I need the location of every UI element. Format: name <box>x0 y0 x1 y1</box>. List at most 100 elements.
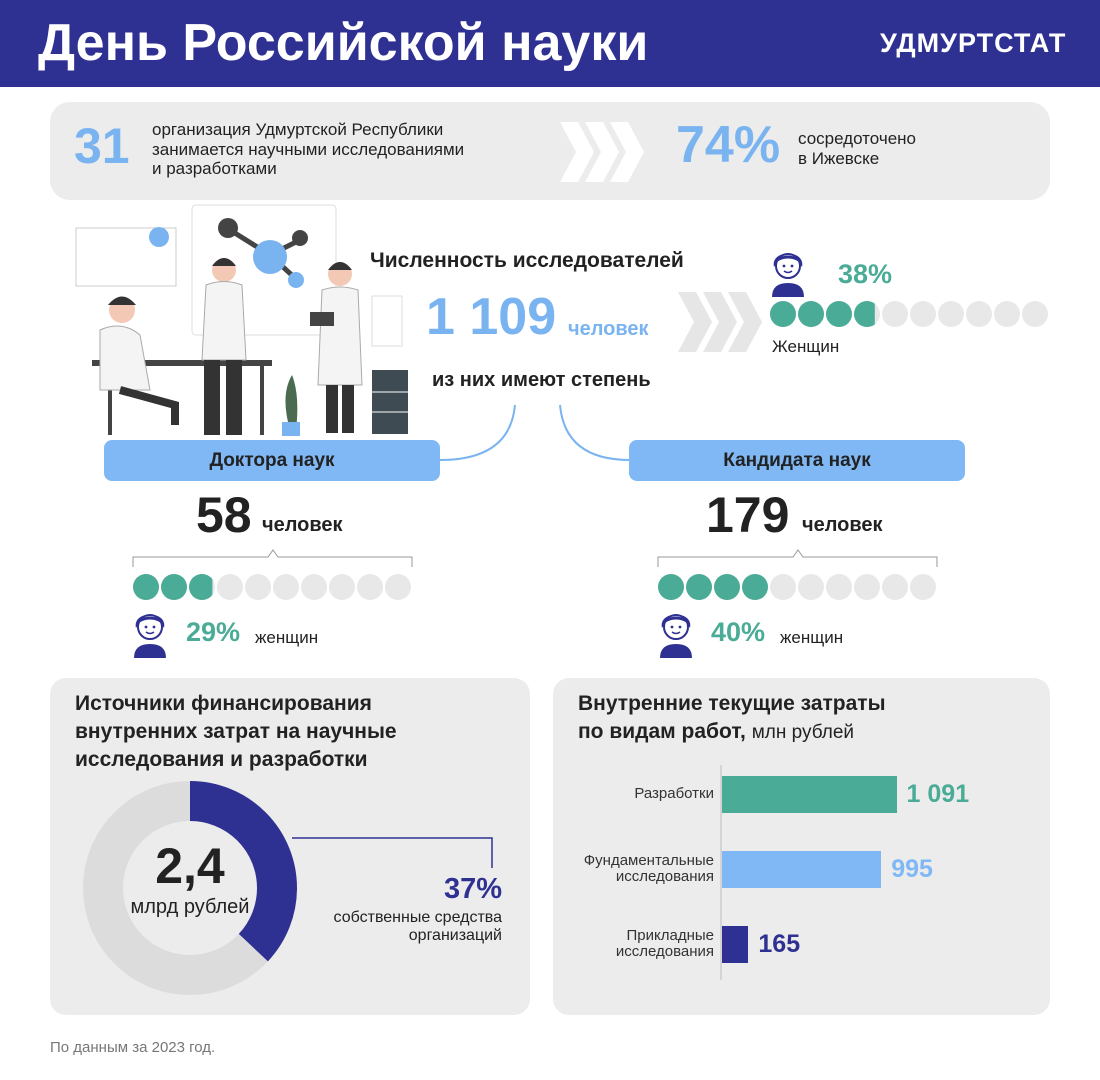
title: День Российской науки <box>38 14 649 72</box>
category-label: Фундаментальные исследования <box>583 851 714 885</box>
chevrons <box>678 292 762 352</box>
donut-segment <box>83 781 297 995</box>
org-text: организация Удмуртской Республики занимае… <box>152 120 464 179</box>
funding-share: 37% <box>443 873 502 905</box>
researchers-unit: человек <box>568 318 649 340</box>
connector <box>439 404 516 461</box>
dot <box>1022 301 1048 327</box>
illustration <box>75 204 408 436</box>
degree-title: Кандидата наук <box>723 450 871 471</box>
pill <box>104 440 440 481</box>
women-label: женщин <box>255 628 319 647</box>
value-label: 1 091 <box>906 780 970 808</box>
dot <box>826 574 852 600</box>
bracket <box>132 549 413 567</box>
dot-fill <box>133 574 159 600</box>
dot <box>245 574 271 600</box>
dot <box>882 301 908 327</box>
line: в Ижевске <box>798 148 880 168</box>
line: собственные средства <box>333 909 502 926</box>
women-dots <box>770 301 1048 327</box>
dot <box>994 301 1020 327</box>
funding-total: 2,4 <box>155 838 225 894</box>
dot <box>798 574 824 600</box>
funding-unit: млрд рублей <box>130 896 250 918</box>
pill <box>629 440 965 481</box>
women-label: женщин <box>780 628 844 647</box>
funding-title: Источники финансирования внутренних затра… <box>75 690 397 774</box>
dot-fill <box>742 574 768 600</box>
costs-title: Внутренние текущие затраты по видам работ… <box>578 690 886 747</box>
bar <box>722 776 897 813</box>
degree-unit: человек <box>262 514 343 536</box>
women-share: 40% <box>711 617 766 647</box>
woman-icon <box>659 613 693 658</box>
line: исследования и разработки <box>75 748 368 771</box>
org-share: 74% <box>676 116 781 174</box>
dot <box>910 574 936 600</box>
dot <box>882 574 908 600</box>
dot-fill <box>658 574 684 600</box>
dot <box>910 301 936 327</box>
header-bg <box>0 0 1100 87</box>
value-label: 165 <box>758 930 801 958</box>
dot <box>329 574 355 600</box>
women-dots <box>133 574 411 600</box>
org-count: 31 <box>74 118 130 174</box>
line: и разработками <box>152 159 277 179</box>
card <box>50 678 530 1015</box>
footer: По данным за 2023 год. <box>50 1039 216 1056</box>
line: занимается научными исследованиями <box>152 139 465 159</box>
unit: млн рублей <box>751 722 855 743</box>
researchers-subtitle: из них имеют степень <box>432 369 651 391</box>
value-label: 995 <box>891 855 933 883</box>
researchers-total: 1 109 <box>426 288 557 346</box>
dot-fill <box>854 301 875 327</box>
women-dots <box>658 574 936 600</box>
dot <box>217 574 243 600</box>
brand: УДМУРТСТАТ <box>880 28 1067 58</box>
degree-count: 58 <box>196 487 252 543</box>
funding-share-text: собственные средства организаций <box>300 909 502 946</box>
card <box>50 102 1050 200</box>
degree-unit: человек <box>802 514 883 536</box>
dot <box>854 574 880 600</box>
category-label: Разработки <box>634 784 714 802</box>
line: по видам работ, <box>578 720 746 743</box>
category-label: Прикладные исследования <box>615 926 714 960</box>
dot-fill <box>161 574 187 600</box>
dot-fill <box>686 574 712 600</box>
leader-line <box>292 837 493 868</box>
dot <box>273 574 299 600</box>
line: организация Удмуртской Республики <box>152 120 444 139</box>
dot <box>770 574 796 600</box>
line: сосредоточено <box>798 129 917 148</box>
dot <box>966 301 992 327</box>
woman-icon <box>771 252 805 297</box>
line: Внутренние текущие затраты <box>578 692 886 715</box>
women-share: 38% <box>838 259 893 289</box>
line: внутренних затрат на научные <box>75 720 397 743</box>
researchers-title: Численность исследователей <box>370 249 684 272</box>
card <box>553 678 1050 1015</box>
bar <box>722 851 882 888</box>
women-label: Женщин <box>772 337 840 356</box>
degree-title: Доктора наук <box>209 450 335 471</box>
degree-count: 179 <box>706 487 790 543</box>
dot <box>357 574 383 600</box>
woman-icon <box>133 613 167 658</box>
bracket <box>657 549 938 567</box>
dot <box>385 574 411 600</box>
dot <box>938 301 964 327</box>
org-share-text: сосредоточено в Ижевске <box>798 129 916 168</box>
line: Источники финансирования <box>75 692 372 715</box>
dot-fill <box>826 301 852 327</box>
line: организаций <box>408 927 502 945</box>
connector <box>559 404 631 461</box>
dot-fill <box>189 574 213 600</box>
bar <box>722 926 749 963</box>
dot-fill <box>798 301 824 327</box>
dot <box>301 574 327 600</box>
